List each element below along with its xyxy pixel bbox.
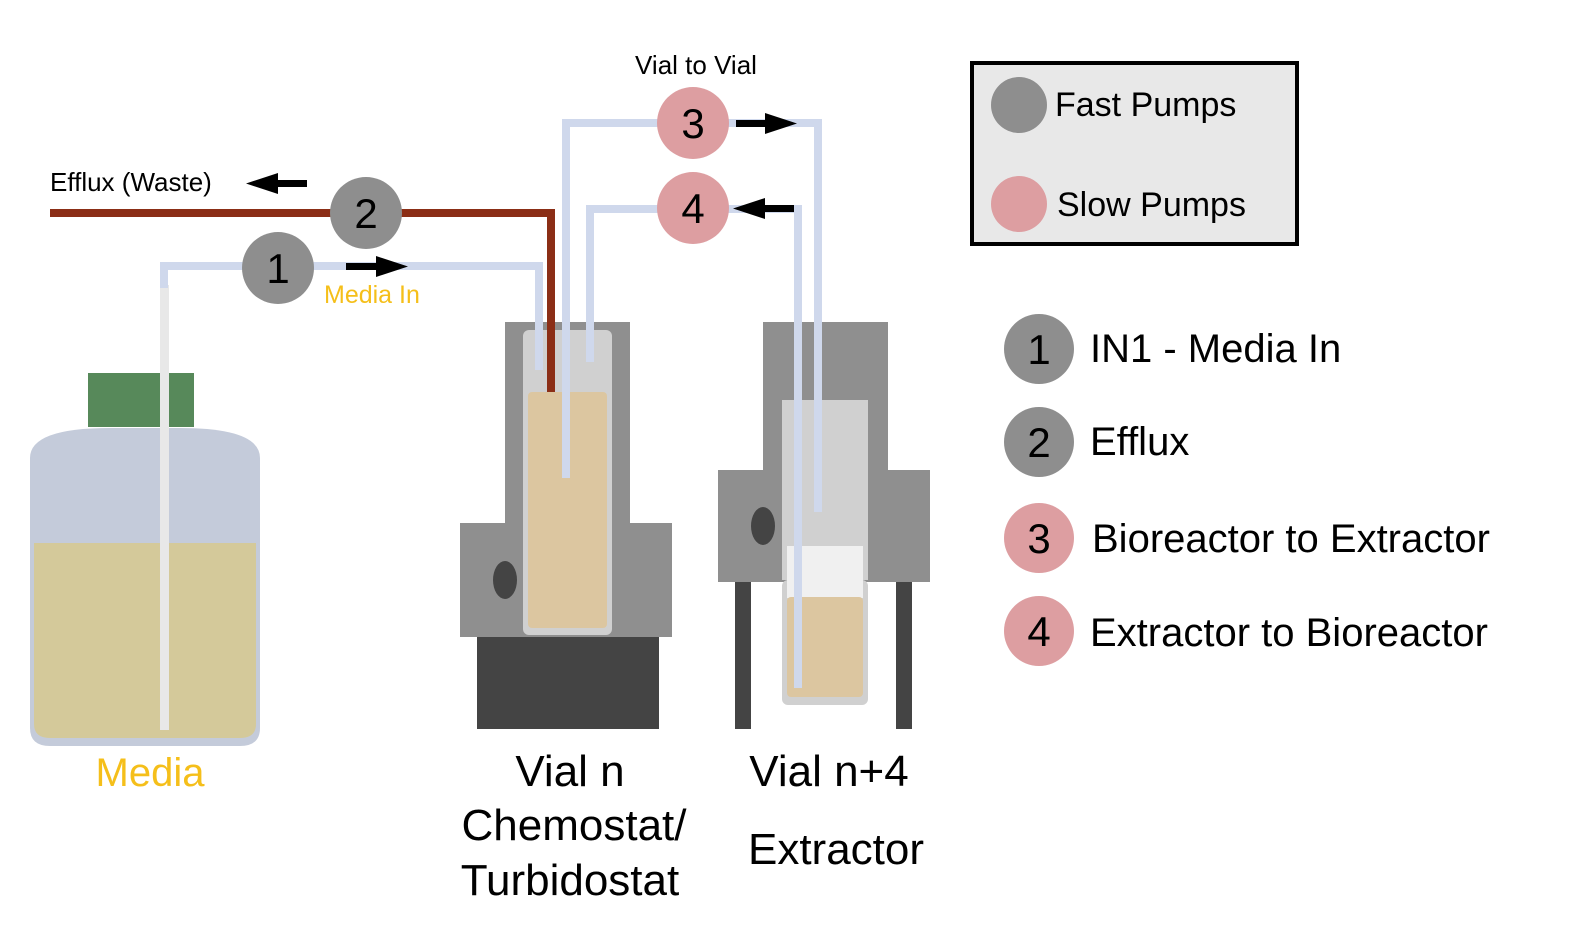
pump-1-number: 1 (266, 245, 289, 292)
bottle-dip-tube (160, 285, 169, 730)
label-media: Media (96, 751, 206, 795)
pump-list-label: Efflux (1090, 420, 1189, 464)
pump-list-label: Extractor to Bioreactor (1090, 611, 1488, 655)
bottle-cap (88, 373, 194, 427)
label-extractor: Extractor (748, 825, 924, 874)
vial-n-culture (528, 392, 607, 628)
pump-list-number: 3 (1027, 515, 1050, 562)
media-bottle (30, 285, 260, 746)
leg-left (735, 582, 751, 729)
pump-list-item-3: 3 Bioreactor to Extractor (1004, 503, 1490, 573)
pump-list-label: Bioreactor to Extractor (1092, 517, 1490, 561)
arrow-efflux (246, 173, 307, 194)
tube-efflux (50, 209, 555, 392)
pump-list: 1 IN1 - Media In 2 Efflux 3 Bioreactor t… (1004, 314, 1490, 666)
arrow-pump4 (733, 198, 794, 219)
pump-list-number: 4 (1027, 608, 1050, 655)
bottle-liquid (34, 543, 256, 738)
leg-right (896, 582, 912, 729)
pump-list-number: 1 (1027, 326, 1050, 373)
label-turbidostat: Turbidostat (461, 856, 679, 905)
pump-3: 3 (657, 87, 729, 159)
label-vial-n: Vial n (515, 747, 624, 796)
pump-list-item-2: 2 Efflux (1004, 407, 1189, 477)
pump-list-number: 2 (1027, 419, 1050, 466)
legend-slow-label: Slow Pumps (1057, 186, 1246, 224)
pump-list-item-1: 1 IN1 - Media In (1004, 314, 1341, 384)
label-chemostat: Chemostat/ (462, 801, 688, 850)
legend-fast-swatch (991, 77, 1047, 133)
sleeve-base (477, 637, 659, 729)
arrow-pump3 (736, 113, 797, 134)
pump-3-number: 3 (681, 100, 704, 147)
sleeve-port-n4 (751, 507, 775, 545)
pump-1: 1 (242, 232, 314, 304)
legend-box: Fast Pumps Slow Pumps (970, 61, 1299, 246)
label-media-in: Media In (324, 281, 420, 309)
pump-4-number: 4 (681, 185, 704, 232)
pump-list-item-4: 4 Extractor to Bioreactor (1004, 596, 1488, 666)
vial-n4-culture (787, 597, 863, 697)
vial-n-sleeve (460, 322, 672, 729)
pump-2: 2 (330, 177, 402, 249)
label-efflux-waste: Efflux (Waste) (50, 167, 212, 197)
pump-list-label: IN1 - Media In (1090, 327, 1341, 371)
label-vial-to-vial: Vial to Vial (635, 50, 757, 80)
pump-2-number: 2 (354, 190, 377, 237)
sleeve-port (493, 561, 517, 599)
label-vial-n4: Vial n+4 (749, 747, 908, 796)
legend-fast-label: Fast Pumps (1055, 86, 1236, 124)
vial-n4-sleeve (718, 322, 930, 729)
legend-slow-swatch (991, 176, 1047, 232)
pump-4: 4 (657, 172, 729, 244)
arrow-media-in (346, 256, 408, 277)
